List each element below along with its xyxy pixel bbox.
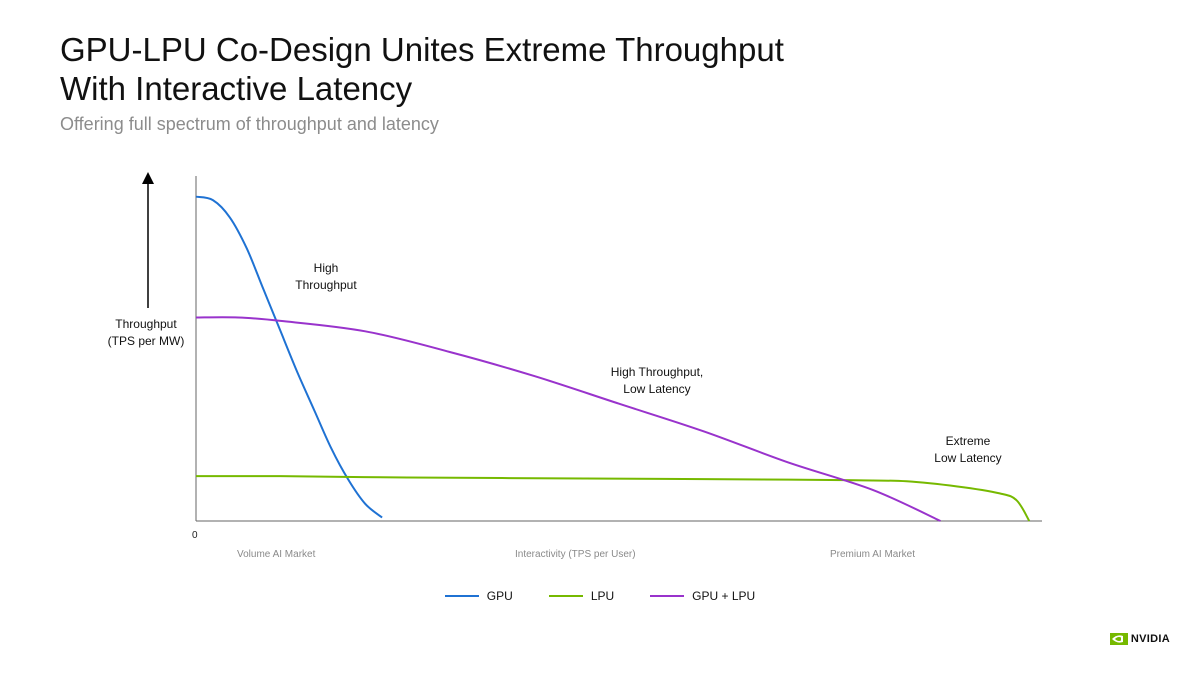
legend-swatch-lpu [548, 595, 583, 597]
brand-wordmark: NVIDIA [1130, 633, 1170, 645]
legend-swatch-gpu [444, 595, 479, 597]
series-line-gpu [195, 195, 383, 519]
x-axis-label: Interactivity (TPS per User) [515, 549, 636, 560]
page-subtitle: Offering full spectrum of throughput and… [60, 114, 439, 134]
legend-label-gpu-lpu: GPU + LPU [692, 589, 756, 603]
legend-swatch-gpu-lpu [650, 595, 685, 597]
legend-item-lpu: LPU [548, 589, 615, 603]
legend-item-gpu: GPU [444, 589, 513, 603]
legend-item-gpu-lpu: GPU + LPU [650, 589, 755, 603]
x-origin-label: 0 [192, 530, 198, 541]
series-line-gpu-lpu [195, 316, 941, 522]
y-axis-label: Throughput (TPS per MW) [107, 317, 185, 348]
page-title: GPU-LPU Co-Design Unites Extreme Through… [60, 31, 784, 107]
legend-label-lpu: LPU [590, 589, 615, 603]
nvidia-eye-icon [1109, 633, 1128, 645]
annotation-high-throughput: High Throughput [295, 261, 357, 292]
legend-label-gpu: GPU [486, 589, 513, 603]
annotation-high-throughput-low-latency: High Throughput, Low Latency [610, 365, 704, 396]
x-region-label-volume: Volume AI Market [237, 549, 316, 560]
series-line-lpu [195, 475, 1031, 522]
annotation-extreme-low-latency: Extreme Low Latency [934, 434, 1002, 465]
legend: GPU LPU GPU + LPU [0, 589, 1200, 603]
x-region-label-premium: Premium AI Market [830, 549, 916, 560]
nvidia-logo: NVIDIA [1109, 633, 1170, 645]
